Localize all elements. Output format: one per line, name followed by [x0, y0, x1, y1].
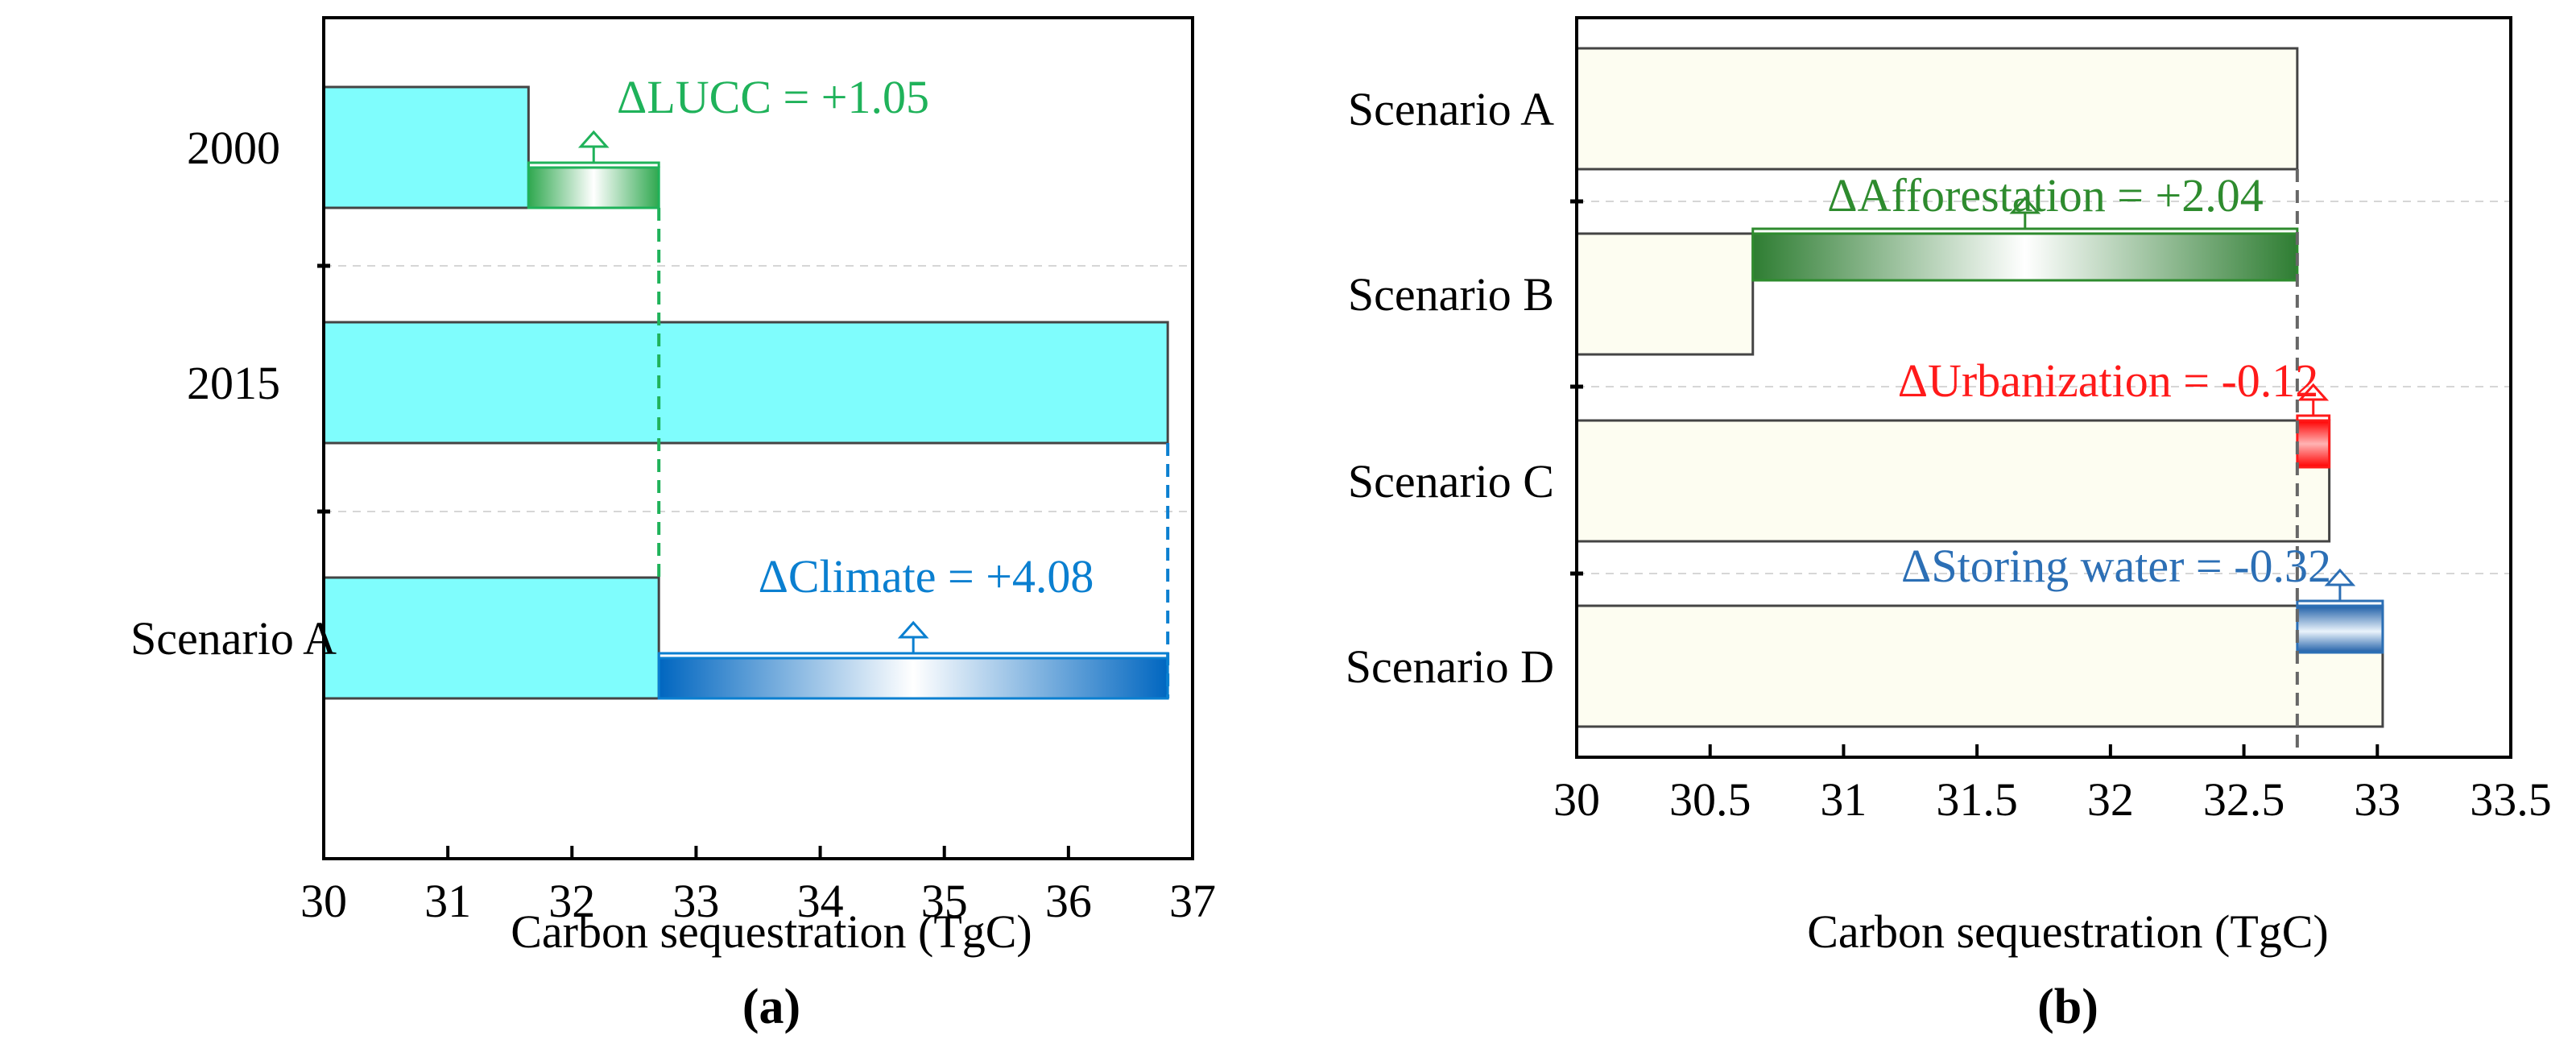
- x-axis-title: Carbon sequestration (TgC): [511, 905, 1032, 958]
- panel-b: 30 30.5 31 31.5 32 32.5 33 33.5 Scenario A Scena…: [1346, 16, 2552, 1034]
- x-tick-label: 33: [2354, 773, 2400, 826]
- delta-bracket: [1751, 211, 2299, 234]
- x-tick-label: 34: [797, 875, 844, 927]
- x-tick-label: 32: [2087, 773, 2134, 826]
- delta-bracket: [657, 636, 1169, 658]
- delta-label-scenario-a: ΔClimate = +4.08: [759, 550, 1094, 603]
- delta-arrow-icon: [2009, 196, 2041, 214]
- delta-bar-scenario-a: [657, 657, 1169, 700]
- bar-scenario-d: [1575, 604, 2384, 728]
- panel-label: (b): [2037, 980, 2098, 1034]
- delta-arrow-icon: [897, 620, 929, 639]
- delta-bar-scenario-c: [2296, 419, 2331, 469]
- x-tick-label: 33: [672, 875, 719, 927]
- x-tick-label: 36: [1045, 875, 1092, 927]
- x-tick-label: 35: [921, 875, 968, 927]
- category-label-scenario-a: Scenario A: [1348, 83, 1554, 135]
- category-label-scenario-c: Scenario C: [1348, 455, 1554, 507]
- category-label-2015: 2015: [187, 357, 280, 409]
- bar-scenario-b: [1575, 232, 1755, 356]
- category-label-scenario-d: Scenario D: [1346, 640, 1554, 693]
- delta-bar-scenario-b: [1751, 232, 2299, 282]
- delta-bar-scenario-d: [2296, 604, 2384, 654]
- delta-bracket: [2296, 398, 2331, 420]
- x-tick-label: 30.5: [1669, 773, 1751, 826]
- x-tick-label: 31: [424, 875, 471, 927]
- panel-a: 30 31 32 33 34 35 36 37 2000 2015 Scenario A ΔLUCC…: [130, 16, 1216, 1034]
- delta-label-scenario-b: ΔAfforestation = +2.04: [1827, 169, 2263, 222]
- bar-scenario-a: [322, 576, 660, 700]
- category-label-scenario-a: Scenario A: [130, 612, 337, 665]
- delta-arrow-icon: [2297, 383, 2330, 401]
- x-tick-label: 31.5: [1936, 773, 2018, 826]
- delta-arrow-icon: [577, 130, 610, 148]
- bar-2000: [322, 85, 530, 209]
- delta-arrow-icon: [2324, 568, 2356, 586]
- bar-scenario-a: [1575, 47, 2299, 171]
- x-tick-label: 30: [1553, 773, 1600, 826]
- bar-2015: [322, 321, 1169, 445]
- x-axis-title: Carbon sequestration (TgC): [1807, 905, 2329, 958]
- x-tick-label: 31: [1820, 773, 1867, 826]
- delta-label-scenario-d: ΔStoring water = -0.32: [1901, 540, 2331, 592]
- category-label-scenario-b: Scenario B: [1348, 268, 1554, 321]
- x-tick-label: 30: [300, 875, 347, 927]
- category-label-2000: 2000: [187, 122, 280, 174]
- delta-bracket: [527, 145, 660, 168]
- delta-label-scenario-c: ΔUrbanization = -0.12: [1898, 354, 2319, 407]
- bar-scenario-c: [1575, 419, 2331, 543]
- delta-bracket: [2296, 583, 2384, 606]
- x-tick-label: 32: [548, 875, 595, 927]
- plot-frame: [322, 16, 1194, 860]
- x-tick-label: 33.5: [2470, 773, 2552, 826]
- delta-label-2000: ΔLUCC = +1.05: [617, 71, 929, 123]
- panel-label: (a): [742, 980, 800, 1034]
- x-tick-label: 32.5: [2203, 773, 2285, 826]
- delta-bar-2000: [527, 166, 660, 209]
- x-tick-label: 37: [1169, 875, 1216, 927]
